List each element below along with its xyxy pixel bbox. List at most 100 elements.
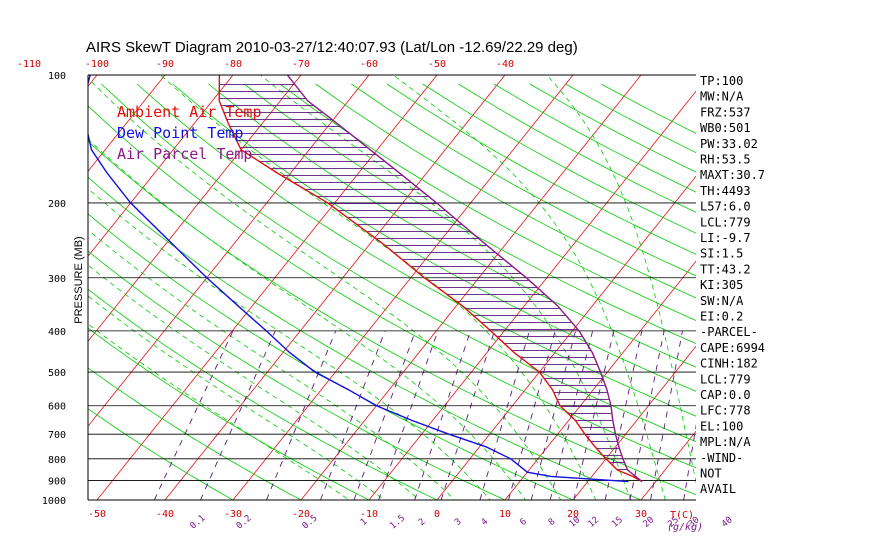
pressure-tick-label: 600 [48,402,66,413]
mixing-ratio-unit-label: (g/kg) [667,522,703,533]
mixing-ratio-tick-label: 0.1 [189,513,208,531]
top-temp-tick-label: -110 [17,59,41,70]
stability-index-label: TP:100 [700,74,743,88]
moist-adiabat-line [392,75,666,500]
stability-index-label: MW:N/A [700,90,744,104]
mixing-ratio-tick-label: 6 [518,517,529,528]
top-temp-tick-label: -80 [224,59,242,70]
plot-area [0,75,870,500]
mixing-ratio-line [650,330,683,500]
bottom-temp-tick-label: -40 [156,509,174,520]
isotherm-line [777,75,870,500]
dry-adiabat-line [386,83,696,255]
pressure-tick-label: 700 [48,430,66,441]
top-temp-tick-label: -40 [496,59,514,70]
dry-adiabat-line [315,83,696,299]
legend-ambient-air-temp: Ambient Air Temp [117,103,262,121]
stability-index-label: L57:6.0 [700,200,751,214]
dry-adiabat-line [172,83,696,392]
bottom-temp-tick-label: 10 [499,509,511,520]
top-temp-tick-label: -70 [292,59,310,70]
moist-adiabat-line [88,187,491,500]
stability-index-label: CAPE:6994 [700,341,765,355]
mixing-ratio-line [629,330,665,500]
stability-index-label: AVAIL [700,482,736,496]
mixing-ratio-line [530,330,577,500]
mixing-ratio-line [549,330,594,500]
stability-index-label: TT:43.2 [700,262,751,276]
mixing-ratio-line [604,330,643,500]
bottom-temp-tick-labels: -50 -40 -30 -20 -10 0 10 20 30 [88,509,647,520]
bottom-temp-tick-label: 30 [635,509,647,520]
stability-index-label: CAP:0.0 [700,388,751,402]
bottom-temp-tick-label: -20 [292,509,310,520]
moist-adiabat-line [88,229,456,500]
mixing-ratio-lines [153,330,696,500]
pressure-tick-label: 500 [48,368,66,379]
isotherm-line [96,75,438,500]
isotherm-line [88,75,370,427]
mixing-ratio-tick-label: 40 [720,515,735,530]
isotherm-line [368,90,696,500]
mixing-ratio-line [353,330,416,500]
bottom-temp-tick-label: 20 [567,509,579,520]
pressure-tick-label: 200 [48,199,66,210]
mixing-ratio-line [479,330,530,500]
moist-adiabat-line [88,77,562,500]
ambient-air-temp-line [218,75,643,483]
moist-adiabat-line [260,75,632,500]
dry-adiabat-line [101,83,696,443]
stability-index-label: SI:1.5 [700,247,743,261]
mixing-ratio-line [153,330,234,500]
isotherm-line [436,175,696,500]
dry-adiabat-line [136,83,696,417]
stability-index-label: WB0:501 [700,121,751,135]
mixing-ratio-line [683,423,696,500]
bottom-temp-tick-label: -50 [88,509,106,520]
mixing-ratio-tick-label: 15 [610,515,625,530]
moist-adiabat-line [88,138,527,500]
profile-series [88,75,643,483]
dry-adiabat-line [88,408,234,500]
mixing-ratio-tick-labels: 0.1 0.2 0.5 1 1.5 2 3 4 6 8 10 12 15 20 25 30 40 [189,513,735,531]
legend: Ambient Air Temp Dew Point Temp Air Parc… [117,103,262,163]
dry-adiabat-line [88,140,696,496]
stability-index-label: EI:0.2 [700,310,743,324]
bottom-temp-tick-label: 0 [434,509,440,520]
dew-point-temp-line [88,75,629,483]
isotherm-line [232,75,574,500]
dry-adiabat-line [88,327,370,500]
stability-index-label: LFC:778 [700,404,751,418]
mixing-ratio-line [508,330,556,500]
pressure-tick-label: 800 [48,455,66,466]
top-temp-tick-label: -50 [428,59,446,70]
dry-adiabat-line [208,83,696,368]
stability-index-label: -WIND- [700,451,743,465]
pressure-tick-labels: 100 200 300 400 500 600 700 800 900 1000 [42,71,66,507]
dry-adiabat-line [493,83,696,193]
isotherm-line [0,75,29,500]
stability-index-label: TH:4493 [700,184,751,198]
moist-adiabat-line [160,75,597,500]
stability-index-label: PW:33.02 [700,137,758,151]
pressure-tick-label: 100 [48,71,66,82]
stability-index-label: LCL:779 [700,372,751,386]
pressure-tick-label: 300 [48,274,66,285]
dry-adiabat-line [88,367,302,500]
stability-index-label: EL:100 [700,419,743,433]
temp-unit-label: T(C) [670,510,694,521]
mixing-ratio-tick-label: 1.5 [388,513,407,531]
isotherm-line [88,75,302,342]
stability-index-label: MAXT:30.7 [700,168,765,182]
dry-adiabat-line [279,83,696,321]
moist-adiabat-lines [88,75,696,500]
mixing-ratio-tick-label: 3 [453,517,464,528]
mixing-ratio-tick-label: 4 [480,517,491,528]
legend-air-parcel-temp: Air Parcel Temp [117,145,252,163]
pressure-tick-label: 900 [48,477,66,488]
isotherm-line [164,75,506,500]
dry-adiabat-line [88,250,507,500]
mixing-ratio-tick-label: 8 [547,517,558,528]
